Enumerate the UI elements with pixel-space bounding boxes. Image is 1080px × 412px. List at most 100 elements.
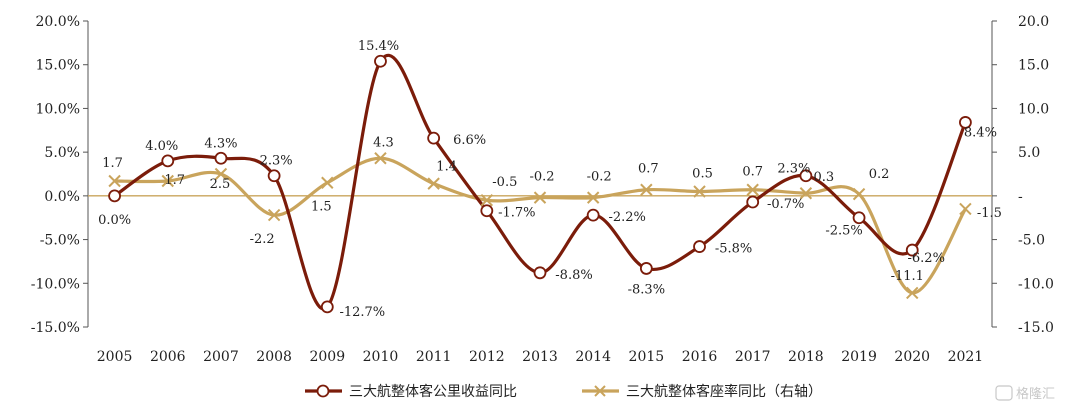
- left-axis-tick-label: -15.0%: [31, 320, 80, 336]
- right-axis-tick-label: 10.0: [1018, 101, 1049, 117]
- series-revenue-yield-data-label: -12.7%: [339, 305, 385, 320]
- series-revenue-yield-data-label: -2.5%: [825, 224, 862, 239]
- series-revenue-yield-marker: [852, 211, 866, 225]
- right-axis-tick-label: -15.0: [1018, 320, 1054, 336]
- right-axis-tick-label: -5.0: [1018, 233, 1045, 249]
- series-revenue-yield-marker: [533, 266, 547, 280]
- x-axis-tick-label: 2017: [735, 349, 771, 365]
- left-axis-tick-label: 10.0%: [36, 101, 80, 117]
- x-axis-tick-label: 2018: [788, 349, 824, 365]
- series-load-factor-data-label: 1.7: [164, 173, 185, 188]
- series-load-factor-data-label: -0.2: [587, 170, 612, 185]
- series-load-factor-data-label: -11.1: [891, 269, 924, 284]
- left-axis-tick-label: 20.0%: [36, 14, 80, 30]
- left-axis-tick-label: -10.0%: [31, 276, 80, 292]
- series-revenue-yield-data-label: 0.0%: [98, 213, 131, 228]
- series-revenue-yield-data-label: 4.3%: [204, 136, 237, 151]
- series-load-factor-marker: [852, 187, 866, 201]
- series-revenue-yield-marker: [427, 131, 441, 145]
- watermark-logo-icon: [995, 385, 1013, 401]
- series-revenue-yield-marker: [214, 151, 228, 165]
- series-load-factor-data-label: -2.2: [250, 232, 275, 247]
- series-revenue-yield-data-label: -0.7%: [767, 197, 804, 212]
- series-load-factor-marker: [746, 183, 759, 196]
- series-load-factor-data-label: -0.2: [529, 170, 554, 185]
- right-axis-tick-label: 20.0: [1018, 14, 1049, 30]
- series-load-factor-data-label: 1.4: [436, 160, 457, 175]
- legend-revenue-yield-swatch-marker: [316, 384, 330, 398]
- series-revenue-yield-data-label: 2.3%: [260, 154, 293, 169]
- series-load-factor-marker: [586, 191, 600, 204]
- series-revenue-yield-marker: [108, 189, 121, 203]
- x-axis-tick-label: 2006: [150, 349, 186, 365]
- x-axis-tick-label: 2013: [522, 349, 558, 365]
- series-revenue-yield-data-label: 6.6%: [453, 133, 486, 148]
- series-load-factor-data-label: 0.3: [814, 170, 835, 185]
- series-load-factor-data-label: 1.5: [311, 200, 332, 215]
- x-axis-tick-label: 2009: [309, 349, 345, 365]
- series-revenue-yield-marker: [905, 243, 919, 257]
- series-load-factor-marker: [427, 177, 440, 190]
- series-load-factor-marker: [533, 191, 547, 204]
- series-load-factor-marker: [693, 185, 706, 198]
- series-load-factor-data-label: -1.5: [977, 206, 1002, 221]
- series-revenue-yield-marker: [639, 262, 653, 275]
- x-axis-tick-label: 2005: [97, 349, 133, 365]
- series-load-factor-marker: [161, 174, 174, 188]
- series-revenue-yield-data-label: -5.8%: [715, 242, 752, 257]
- series-load-factor-data-label: 4.3: [373, 135, 394, 150]
- series-revenue-yield-data-label: -6.2%: [908, 251, 945, 266]
- series-load-factor-data-label: -0.5: [492, 175, 517, 190]
- x-axis-tick-label: 2008: [256, 349, 292, 365]
- series-load-factor-marker: [321, 176, 334, 189]
- series-revenue-yield-marker: [161, 154, 175, 168]
- series-load-factor-marker: [640, 183, 653, 196]
- series-load-factor-marker: [799, 187, 813, 200]
- left-axis-tick-label: 15.0%: [36, 58, 80, 74]
- series-revenue-yield-marker: [586, 208, 600, 222]
- series-revenue-yield-data-label: 8.4%: [964, 125, 997, 140]
- series-revenue-yield-marker: [374, 54, 387, 68]
- series-load-factor-data-label: 2.5: [210, 177, 231, 192]
- series-revenue-yield-marker: [480, 204, 494, 218]
- series-revenue-yield-marker: [746, 195, 760, 209]
- x-axis-tick-label: 2021: [948, 349, 984, 365]
- series-load-factor-data-label: 0.2: [869, 167, 890, 182]
- x-axis-tick-label: 2011: [416, 349, 452, 365]
- series-load-factor-marker: [480, 194, 494, 207]
- x-axis-tick-label: 2016: [682, 349, 718, 365]
- series-load-factor-marker: [267, 208, 281, 222]
- x-axis-tick-label: 2012: [469, 349, 505, 365]
- series-load-factor-data-label: 0.5: [692, 166, 713, 181]
- left-axis-tick-label: 5.0%: [44, 145, 80, 161]
- watermark-text: 格隆汇: [1016, 386, 1055, 402]
- x-axis-tick-label: 2015: [629, 349, 665, 365]
- series-revenue-yield-data-label: -8.3%: [628, 282, 665, 297]
- series-load-factor-marker: [214, 167, 228, 181]
- right-axis-tick-label: -10.0: [1018, 276, 1054, 292]
- series-revenue-yield-data-label: -1.7%: [498, 206, 535, 221]
- series-revenue-yield-data-label: 2.3%: [777, 162, 810, 177]
- series-revenue-yield-data-label: -8.8%: [555, 268, 592, 283]
- series-load-factor-data-label: 0.7: [742, 165, 763, 180]
- series-revenue-yield-marker: [267, 169, 281, 183]
- series-load-factor-marker: [959, 202, 972, 216]
- series-load-factor-marker: [906, 286, 919, 300]
- series-revenue-yield-data-label: -2.2%: [608, 210, 645, 225]
- series-revenue-yield-marker: [320, 300, 334, 314]
- right-axis-tick-label: 5.0: [1018, 145, 1040, 161]
- series-load-factor-data-label: 0.7: [638, 162, 659, 177]
- legend-load-factor-swatch-marker: [594, 385, 606, 397]
- right-axis-tick-label: -: [1018, 189, 1023, 205]
- legend-revenue-yield-label: 三大航整体客公里收益同比: [349, 383, 517, 400]
- x-axis-tick-label: 2019: [841, 349, 877, 365]
- x-axis-tick-label: 2020: [894, 349, 930, 365]
- right-axis-tick-label: 15.0: [1018, 58, 1049, 74]
- left-axis-tick-label: 0.0%: [44, 189, 80, 205]
- series-revenue-yield-data-label: 15.4%: [358, 39, 399, 54]
- legend-load-factor-label: 三大航整体客座率同比（右轴）: [626, 383, 822, 400]
- series-revenue-yield-marker: [959, 116, 972, 129]
- x-axis-tick-label: 2007: [203, 349, 239, 365]
